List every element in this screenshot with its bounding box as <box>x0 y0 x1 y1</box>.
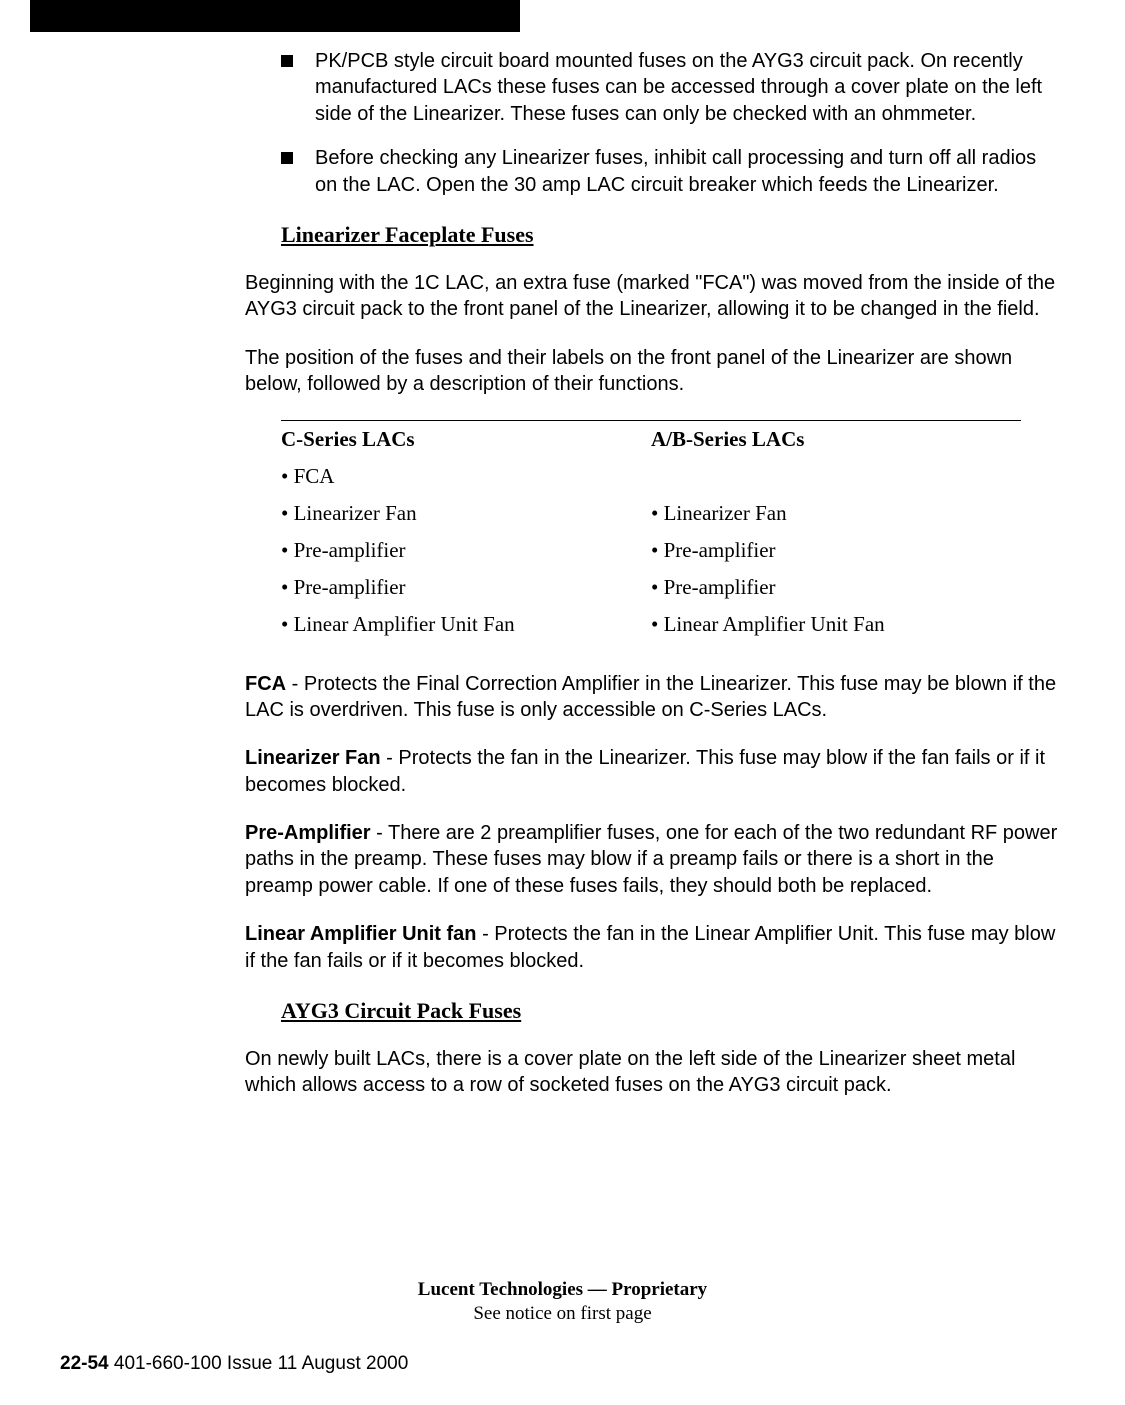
bullet-item: Before checking any Linearizer fuses, in… <box>245 145 1060 198</box>
footer-proprietary: Lucent Technologies — Proprietary <box>418 1279 707 1300</box>
definition-paragraph: FCA - Protects the Final Correction Ampl… <box>245 671 1060 724</box>
term-bold: Linear Amplifier Unit fan <box>245 923 477 945</box>
definition-paragraph: Pre-Amplifier - There are 2 preamplifier… <box>245 820 1060 899</box>
table-header-cell: C-Series LACs <box>281 420 651 458</box>
table-row: • Pre-amplifier • Pre-amplifier <box>281 532 1060 569</box>
table-cell <box>651 458 1021 495</box>
bullet-text: Before checking any Linearizer fuses, in… <box>315 145 1060 198</box>
term-bold: Linearizer Fan <box>245 747 381 769</box>
page-meta: 401-660-100 Issue 11 August 2000 <box>109 1353 409 1374</box>
table-cell: • Pre-amplifier <box>281 532 651 569</box>
footer-notice: See notice on first page <box>473 1303 651 1324</box>
table-cell: • Pre-amplifier <box>281 569 651 606</box>
page-content: PK/PCB style circuit board mounted fuses… <box>245 48 1060 1121</box>
table-header-cell: A/B-Series LACs <box>651 420 1021 458</box>
definition-paragraph: Linearizer Fan - Protects the fan in the… <box>245 745 1060 798</box>
table-cell: • Linear Amplifier Unit Fan <box>651 606 1021 643</box>
bullet-text: PK/PCB style circuit board mounted fuses… <box>315 48 1060 127</box>
section-heading: Linearizer Faceplate Fuses <box>281 222 1060 248</box>
section-heading: AYG3 Circuit Pack Fuses <box>281 998 1060 1024</box>
page-number-line: 22-54 401-660-100 Issue 11 August 2000 <box>60 1353 408 1375</box>
table-cell: • Linearizer Fan <box>281 495 651 532</box>
table-cell: • Pre-amplifier <box>651 532 1021 569</box>
fuse-table: C-Series LACs A/B-Series LACs • FCA • Li… <box>281 420 1060 643</box>
header-redaction-bar <box>30 0 520 32</box>
table-row: • Pre-amplifier • Pre-amplifier <box>281 569 1060 606</box>
paragraph: Beginning with the 1C LAC, an extra fuse… <box>245 270 1060 323</box>
table-row: • Linearizer Fan • Linearizer Fan <box>281 495 1060 532</box>
page-footer: Lucent Technologies — Proprietary See no… <box>0 1278 1125 1327</box>
page-number: 22-54 <box>60 1353 109 1374</box>
square-bullet-icon <box>281 152 293 164</box>
paragraph: On newly built LACs, there is a cover pl… <box>245 1046 1060 1099</box>
table-cell: • FCA <box>281 458 651 495</box>
table-header-row: C-Series LACs A/B-Series LACs <box>281 420 1060 458</box>
table-cell: • Linearizer Fan <box>651 495 1021 532</box>
term-bold: FCA <box>245 673 286 695</box>
term-body: - Protects the Final Correction Amplifie… <box>245 673 1056 721</box>
table-cell: • Pre-amplifier <box>651 569 1021 606</box>
square-bullet-icon <box>281 55 293 67</box>
table-row: • FCA <box>281 458 1060 495</box>
definition-paragraph: Linear Amplifier Unit fan - Protects the… <box>245 921 1060 974</box>
bullet-item: PK/PCB style circuit board mounted fuses… <box>245 48 1060 127</box>
table-cell: • Linear Amplifier Unit Fan <box>281 606 651 643</box>
paragraph: The position of the fuses and their labe… <box>245 345 1060 398</box>
table-row: • Linear Amplifier Unit Fan • Linear Amp… <box>281 606 1060 643</box>
term-bold: Pre-Amplifier <box>245 822 371 844</box>
